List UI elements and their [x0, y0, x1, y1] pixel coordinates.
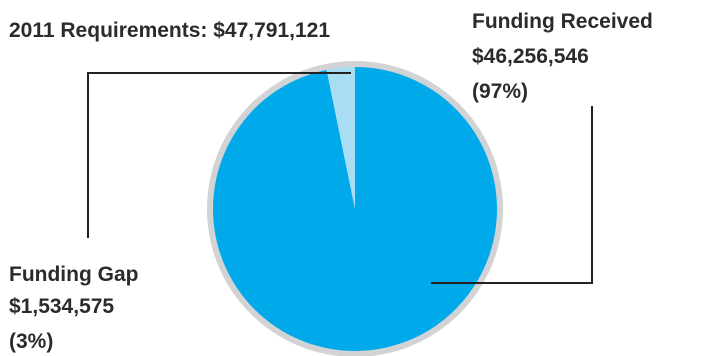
slice-label-funding-received: Funding Received — [472, 10, 653, 33]
pie-slice-funding-gap — [326, 67, 355, 209]
pie-slices — [212, 67, 497, 351]
leader-line-funding-received — [431, 106, 593, 284]
slice-label-funding-gap: Funding Gap — [9, 263, 138, 286]
chart-title: 2011 Requirements: $47,791,121 — [9, 19, 330, 42]
leader-line-funding-gap — [87, 72, 351, 238]
slice-value-funding-received: $46,256,546 — [472, 45, 589, 68]
slice-percent-funding-received: (97%) — [472, 80, 528, 103]
slice-percent-funding-gap: (3%) — [9, 330, 53, 353]
slice-value-funding-gap: $1,534,575 — [9, 295, 114, 318]
